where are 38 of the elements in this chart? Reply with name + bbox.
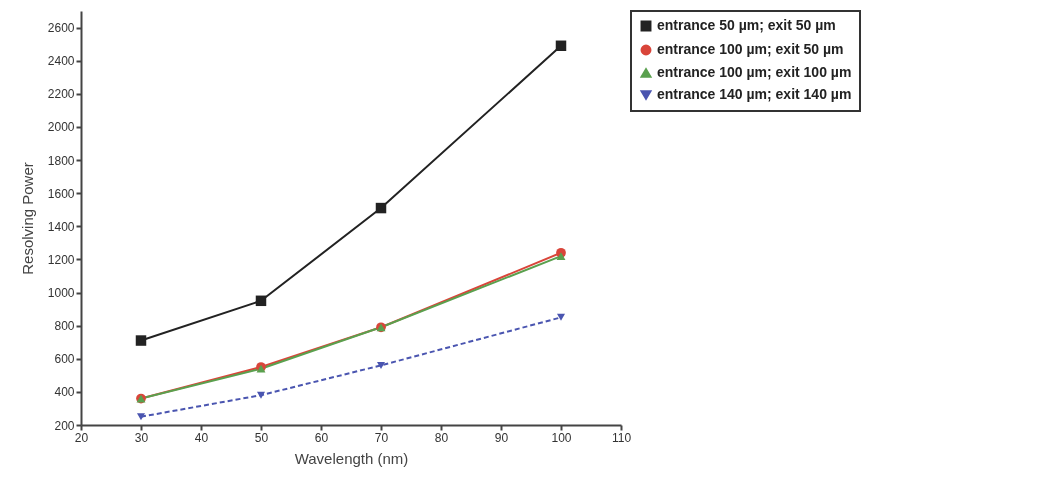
y-axis-title: Resolving Power — [18, 162, 36, 275]
legend-label: entrance 140 µm; exit 140 µm — [657, 86, 852, 102]
legend-label: entrance 100 µm; exit 100 µm — [657, 64, 852, 80]
point — [556, 313, 566, 321]
y-tick-label: 2400 — [47, 54, 75, 69]
x-axis-title: Wavelength (nm) — [294, 449, 409, 467]
x-tick-label: 60 — [314, 430, 329, 445]
point — [135, 335, 147, 346]
x-tick-label: 70 — [374, 430, 389, 445]
y-tick-label: 1800 — [47, 153, 75, 168]
x-tick-label: 40 — [194, 430, 209, 445]
x-tick-label: 100 — [551, 430, 572, 445]
point — [375, 202, 387, 214]
y-tick-label: 1600 — [47, 186, 75, 201]
legend-label: entrance 100 µm; exit 50 µm — [657, 41, 844, 57]
point — [555, 40, 567, 52]
y-tick-label: 200 — [54, 418, 75, 433]
legend-label: entrance 50 µm; exit 50 µm — [657, 17, 836, 33]
x-tick-label: 90 — [494, 430, 509, 445]
y-tick-label: 800 — [54, 319, 75, 334]
y-tick-label: 2600 — [47, 21, 75, 36]
y-tick-label: 2200 — [47, 87, 75, 102]
y-tick-label: 1200 — [47, 252, 75, 267]
x-tick-label: 110 — [611, 430, 632, 445]
point — [256, 391, 266, 399]
x-tick-label: 30 — [134, 430, 149, 445]
point — [255, 295, 267, 307]
y-tick-label: 600 — [54, 352, 75, 367]
x-tick-label: 20 — [74, 430, 89, 445]
point — [136, 413, 146, 421]
point — [376, 361, 386, 369]
y-tick-label: 1400 — [47, 219, 75, 234]
y-tick-label: 2000 — [47, 120, 75, 135]
y-tick-label: 400 — [54, 385, 75, 400]
y-tick-label: 1000 — [47, 286, 75, 301]
x-tick-label: 80 — [434, 430, 449, 445]
x-tick-label: 50 — [254, 430, 269, 445]
point — [556, 252, 566, 260]
